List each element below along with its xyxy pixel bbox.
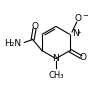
Text: O: O [80, 53, 87, 62]
Text: O: O [31, 22, 38, 31]
Text: H₂N: H₂N [4, 39, 21, 48]
Text: −: − [82, 13, 88, 19]
Text: CH₃: CH₃ [48, 71, 64, 80]
Text: O: O [75, 14, 82, 23]
Text: N: N [72, 29, 79, 39]
Text: +: + [76, 30, 81, 35]
Text: N: N [53, 54, 59, 63]
